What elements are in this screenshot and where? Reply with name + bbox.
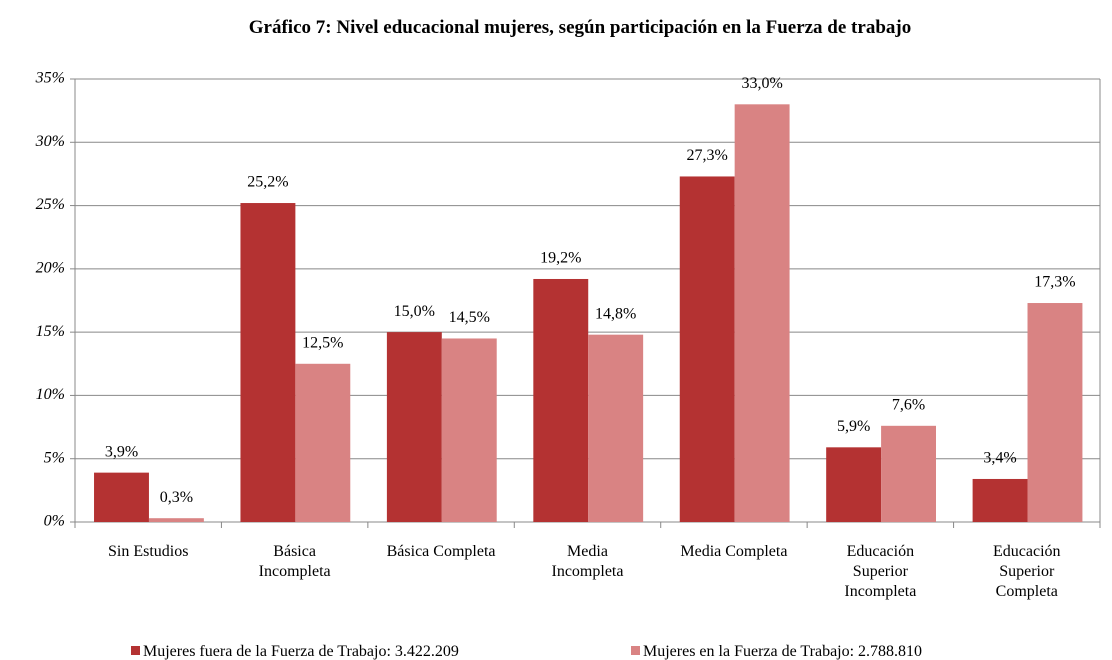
bar <box>679 176 735 522</box>
y-tick-label: 30% <box>35 133 65 150</box>
bar <box>1027 303 1083 522</box>
x-tick-label-line: Sin Estudios <box>107 543 189 560</box>
data-label: 33,0% <box>741 75 782 92</box>
bar <box>148 518 204 522</box>
bar <box>972 478 1028 522</box>
x-tick-label-line: Básica Completa <box>386 543 496 560</box>
x-tick-label: Básica Completa <box>368 542 514 562</box>
x-tick-label-line: Superior <box>999 563 1055 580</box>
x-tick-label-line: Básica <box>273 543 316 560</box>
data-label: 17,3% <box>1034 274 1075 291</box>
legend-label: Mujeres fuera de la Fuerza de Trabajo: 3… <box>143 643 459 660</box>
y-tick-label: 5% <box>44 449 65 466</box>
x-tick-label: Media Incompleta <box>514 542 660 582</box>
data-label: 7,6% <box>892 396 925 413</box>
x-tick-label: Educación Superior Incompleta <box>807 542 953 602</box>
legend-label: Mujeres en la Fuerza de Trabajo: 2.788.8… <box>643 643 923 660</box>
bar <box>240 203 296 523</box>
x-tick-label: Básica Incompleta <box>221 542 367 582</box>
bar <box>386 332 442 522</box>
bar <box>881 425 936 522</box>
x-tick-label-line: Superior <box>852 563 908 580</box>
bar <box>734 104 790 523</box>
legend-swatch <box>631 646 640 655</box>
y-tick-label: 0% <box>44 513 65 530</box>
data-label: 14,5% <box>449 309 490 326</box>
bar <box>295 363 351 522</box>
bar <box>441 338 497 522</box>
x-tick-label-line: Media <box>567 543 608 560</box>
data-label: 27,3% <box>687 147 728 164</box>
y-tick-label: 20% <box>36 260 65 277</box>
y-tick-label: 25% <box>36 196 65 213</box>
data-label: 25,2% <box>247 174 288 191</box>
chart-title: Gráfico 7: Nivel educacional mujeres, se… <box>248 17 912 38</box>
bar <box>826 447 882 522</box>
bar <box>588 334 644 522</box>
data-label: 3,4% <box>983 450 1016 467</box>
data-label: 0,3% <box>160 489 193 506</box>
x-tick-label-line: Incompleta <box>551 563 624 580</box>
data-label: 12,5% <box>302 334 343 351</box>
data-label: 3,9% <box>105 443 138 460</box>
x-tick-label-line: Educación <box>993 543 1061 560</box>
legend-item: Mujeres en la Fuerza de Trabajo: 2.788.8… <box>631 642 922 660</box>
data-label: 14,8% <box>595 305 636 322</box>
bar <box>533 278 589 522</box>
x-tick-label-line: Completa <box>995 583 1058 600</box>
x-tick-label-line: Educación <box>846 543 915 560</box>
y-tick-label: 35% <box>35 70 65 87</box>
data-label: 19,2% <box>540 250 581 267</box>
y-tick-label: 10% <box>36 386 65 403</box>
x-tick-label-line: Incompleta <box>258 563 331 580</box>
legend-item: Mujeres fuera de la Fuerza de Trabajo: 3… <box>131 642 459 660</box>
x-tick-label-line: Media Completa <box>680 543 788 560</box>
bar <box>94 472 149 522</box>
data-label: 5,9% <box>837 418 870 435</box>
legend-swatch <box>131 646 140 655</box>
x-tick-label: Sin Estudios <box>75 542 221 562</box>
data-label: 15,0% <box>394 303 435 320</box>
x-tick-label-line: Incompleta <box>844 583 917 600</box>
y-tick-label: 15% <box>36 323 65 340</box>
x-tick-label: Media Completa <box>661 542 807 562</box>
x-tick-label: Educación Superior Completa <box>954 542 1100 602</box>
